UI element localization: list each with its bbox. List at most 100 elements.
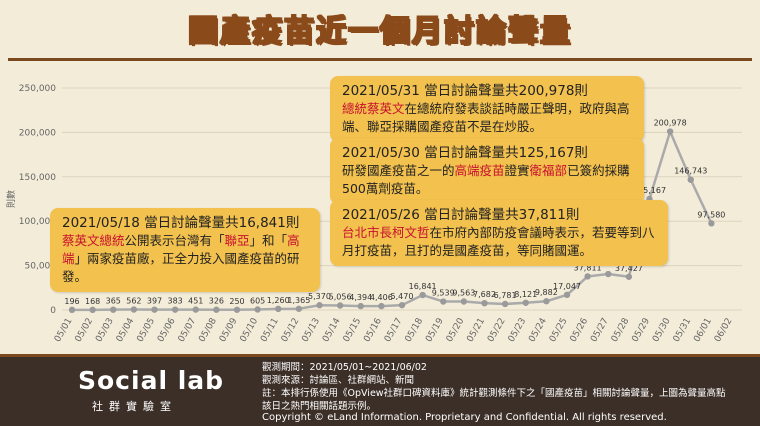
data-point [316, 302, 323, 309]
data-label: 383 [167, 297, 182, 306]
methodology-note: 註：本排行係使用《OpView社群口碑資料庫》統計觀測條件下之「國產疫苗」相關討… [262, 388, 726, 412]
data-point [543, 298, 550, 305]
callout-0530-highlight-2: 衛福部 [529, 163, 568, 178]
callout-0531: 2021/05/31 當日討論聲量共200,978則 總統蔡英文在總統府發表談話… [330, 76, 644, 142]
callout-0526: 2021/05/26 當日討論聲量共37,811則 台北市長柯文哲在市府內部防疫… [330, 200, 668, 266]
footer-divider [0, 354, 760, 357]
line-chart: 0 50,000 100,000 150,000 200,000 250,000 則數 05/… [5, 84, 742, 344]
data-label: 1,365 [287, 296, 310, 305]
y-tick-label: 50,000 [25, 262, 57, 272]
observation-period: 觀測期間：2021/05/01~2021/06/02 [262, 362, 427, 373]
data-point [213, 306, 220, 313]
data-point [110, 306, 117, 313]
data-point [666, 128, 674, 135]
data-label: 146,743 [674, 167, 707, 176]
callout-0530-head: 2021/05/30 當日討論聲量共125,167則 [342, 145, 588, 161]
data-point [398, 301, 406, 309]
data-point [171, 306, 179, 313]
callout-0518-text-2: 」和「 [249, 233, 288, 248]
data-label: 196 [64, 297, 79, 306]
callout-0531-highlight: 總統蔡英文 [342, 101, 405, 116]
x-tick-label: 05/21 [465, 317, 487, 344]
data-point [625, 273, 633, 280]
x-tick-label: 05/05 [135, 317, 157, 344]
callout-0531-body: 在總統府發表談話時嚴正聲明，政府與高端、聯亞採購國產疫苗不是在炒股。 [342, 101, 630, 134]
data-label: 17,047 [553, 282, 581, 291]
x-tick-label: 05/23 [507, 317, 529, 344]
data-label: 9,563 [452, 289, 475, 298]
page-title: 國產疫苗近一個月討論聲量 [187, 13, 572, 50]
y-tick-label: 200,000 [19, 128, 56, 138]
data-label: 451 [188, 297, 203, 306]
sociallab-logo: Social lab [78, 366, 225, 395]
x-tick-label: 05/16 [362, 316, 384, 344]
callout-0526-highlight: 台北市長柯文哲 [342, 225, 430, 240]
x-tick-label: 05/01 [53, 317, 75, 344]
footer [0, 357, 760, 426]
data-point [295, 305, 303, 312]
data-label: 125,167 [633, 186, 666, 195]
x-tick-label: 05/27 [589, 317, 611, 344]
data-label: 365 [106, 297, 121, 306]
data-label: 4,394 [349, 293, 372, 302]
callout-0526-body: 在市府內部防疫會議時表示，若要等到八月打疫苗，且打的是國產疫苗，等同賭國運。 [342, 225, 655, 258]
sociallab-logo-subtitle: 社群實驗室 [92, 400, 177, 413]
x-tick-label: 05/28 [610, 316, 632, 344]
callout-0518: 2021/05/18 當日討論聲量共16,841則 蔡英文總統公開表示台灣有「聯… [50, 208, 320, 292]
data-label: 4,406 [370, 293, 393, 302]
callout-0531-head: 2021/05/31 當日討論聲量共200,978則 [342, 83, 588, 99]
data-point [357, 302, 364, 310]
x-tick-label: 05/04 [115, 316, 137, 344]
data-label: 37,811 [574, 263, 602, 272]
callout-0530-highlight-1: 高端疫苗 [454, 163, 505, 178]
y-axis-label: 則數 [5, 190, 17, 208]
x-tick-label: 05/30 [651, 316, 673, 344]
callout-0518-head: 2021/05/18 當日討論聲量共16,841則 [62, 215, 300, 231]
footer-notes: 觀測期間：2021/05/01~2021/06/02 觀測來源：討論區、社群網站… [262, 361, 732, 413]
y-tick-label: 100,000 [19, 217, 56, 227]
callout-0518-text-1: 公開表示台灣有「 [124, 233, 225, 248]
data-point [563, 291, 571, 299]
x-tick-label: 05/25 [548, 317, 570, 344]
y-tick-label: 250,000 [19, 84, 56, 94]
x-tick-label: 05/20 [445, 316, 467, 344]
data-point [419, 291, 426, 299]
callout-0526-head: 2021/05/26 當日討論聲量共37,811則 [342, 207, 580, 223]
x-tick-label: 05/03 [94, 317, 116, 344]
data-point [336, 302, 344, 309]
data-label: 9,539 [432, 289, 455, 298]
data-label: 8,121 [514, 290, 537, 299]
data-label: 5,370 [308, 292, 331, 301]
title-bar: 國產疫苗近一個月討論聲量 [0, 0, 760, 60]
x-tick-label: 05/26 [569, 316, 591, 344]
data-point [440, 298, 447, 305]
x-tick-label: 05/17 [383, 317, 405, 344]
data-point [130, 306, 138, 313]
data-point [481, 299, 488, 307]
data-label: 562 [126, 297, 141, 306]
data-label: 1,260 [267, 296, 290, 305]
x-tick-label: 05/22 [486, 317, 508, 344]
data-label: 9,882 [535, 288, 558, 297]
data-point [89, 306, 96, 314]
x-tick-label: 05/12 [280, 317, 302, 344]
callout-0518-highlight-2: 聯亞 [224, 233, 250, 248]
callout-0530-mid: 證實 [504, 163, 530, 178]
data-label: 168 [85, 297, 100, 306]
data-point [687, 176, 694, 183]
x-tick-label: 05/19 [424, 316, 446, 344]
copyright: Copyright © eLand Information. Proprieta… [262, 412, 667, 423]
callout-0518-highlight-3: 高端 [62, 233, 300, 266]
title-divider [8, 58, 752, 61]
data-point [233, 306, 241, 313]
data-point [275, 305, 282, 313]
data-label: 97,580 [697, 210, 725, 219]
x-tick-label: 05/18 [404, 316, 426, 344]
x-tick-label: 05/07 [177, 317, 199, 344]
x-tick-label: 05/11 [259, 317, 281, 344]
x-tick-label: 06/02 [713, 317, 735, 344]
x-tick-label: 05/14 [321, 316, 343, 344]
x-tick-label: 05/31 [672, 317, 694, 344]
x-tick-label: 05/02 [74, 317, 96, 344]
callout-0530: 2021/05/30 當日討論聲量共125,167則 研發國產疫苗之一的高端疫苗… [330, 138, 644, 204]
